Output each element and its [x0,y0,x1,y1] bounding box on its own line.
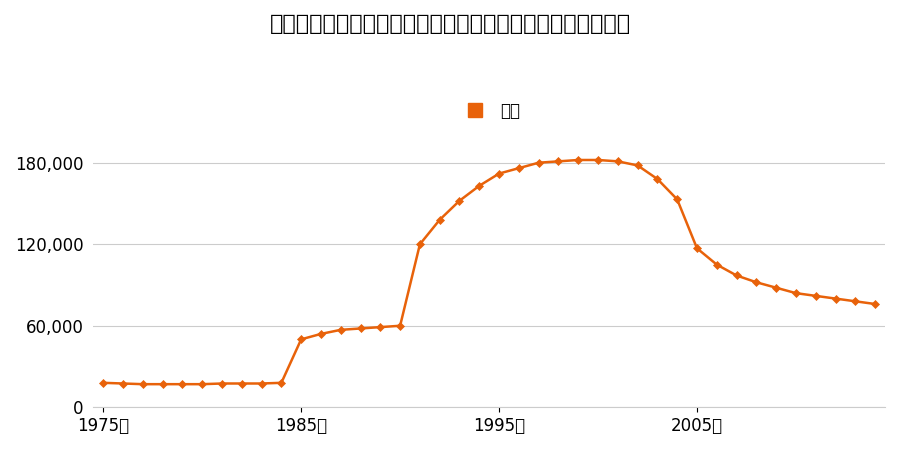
Legend: 価格: 価格 [452,95,526,126]
Text: 青森県青森市大字沖舘字小浜１４５番２ほか３筆の地価推移: 青森県青森市大字沖舘字小浜１４５番２ほか３筆の地価推移 [269,14,631,33]
